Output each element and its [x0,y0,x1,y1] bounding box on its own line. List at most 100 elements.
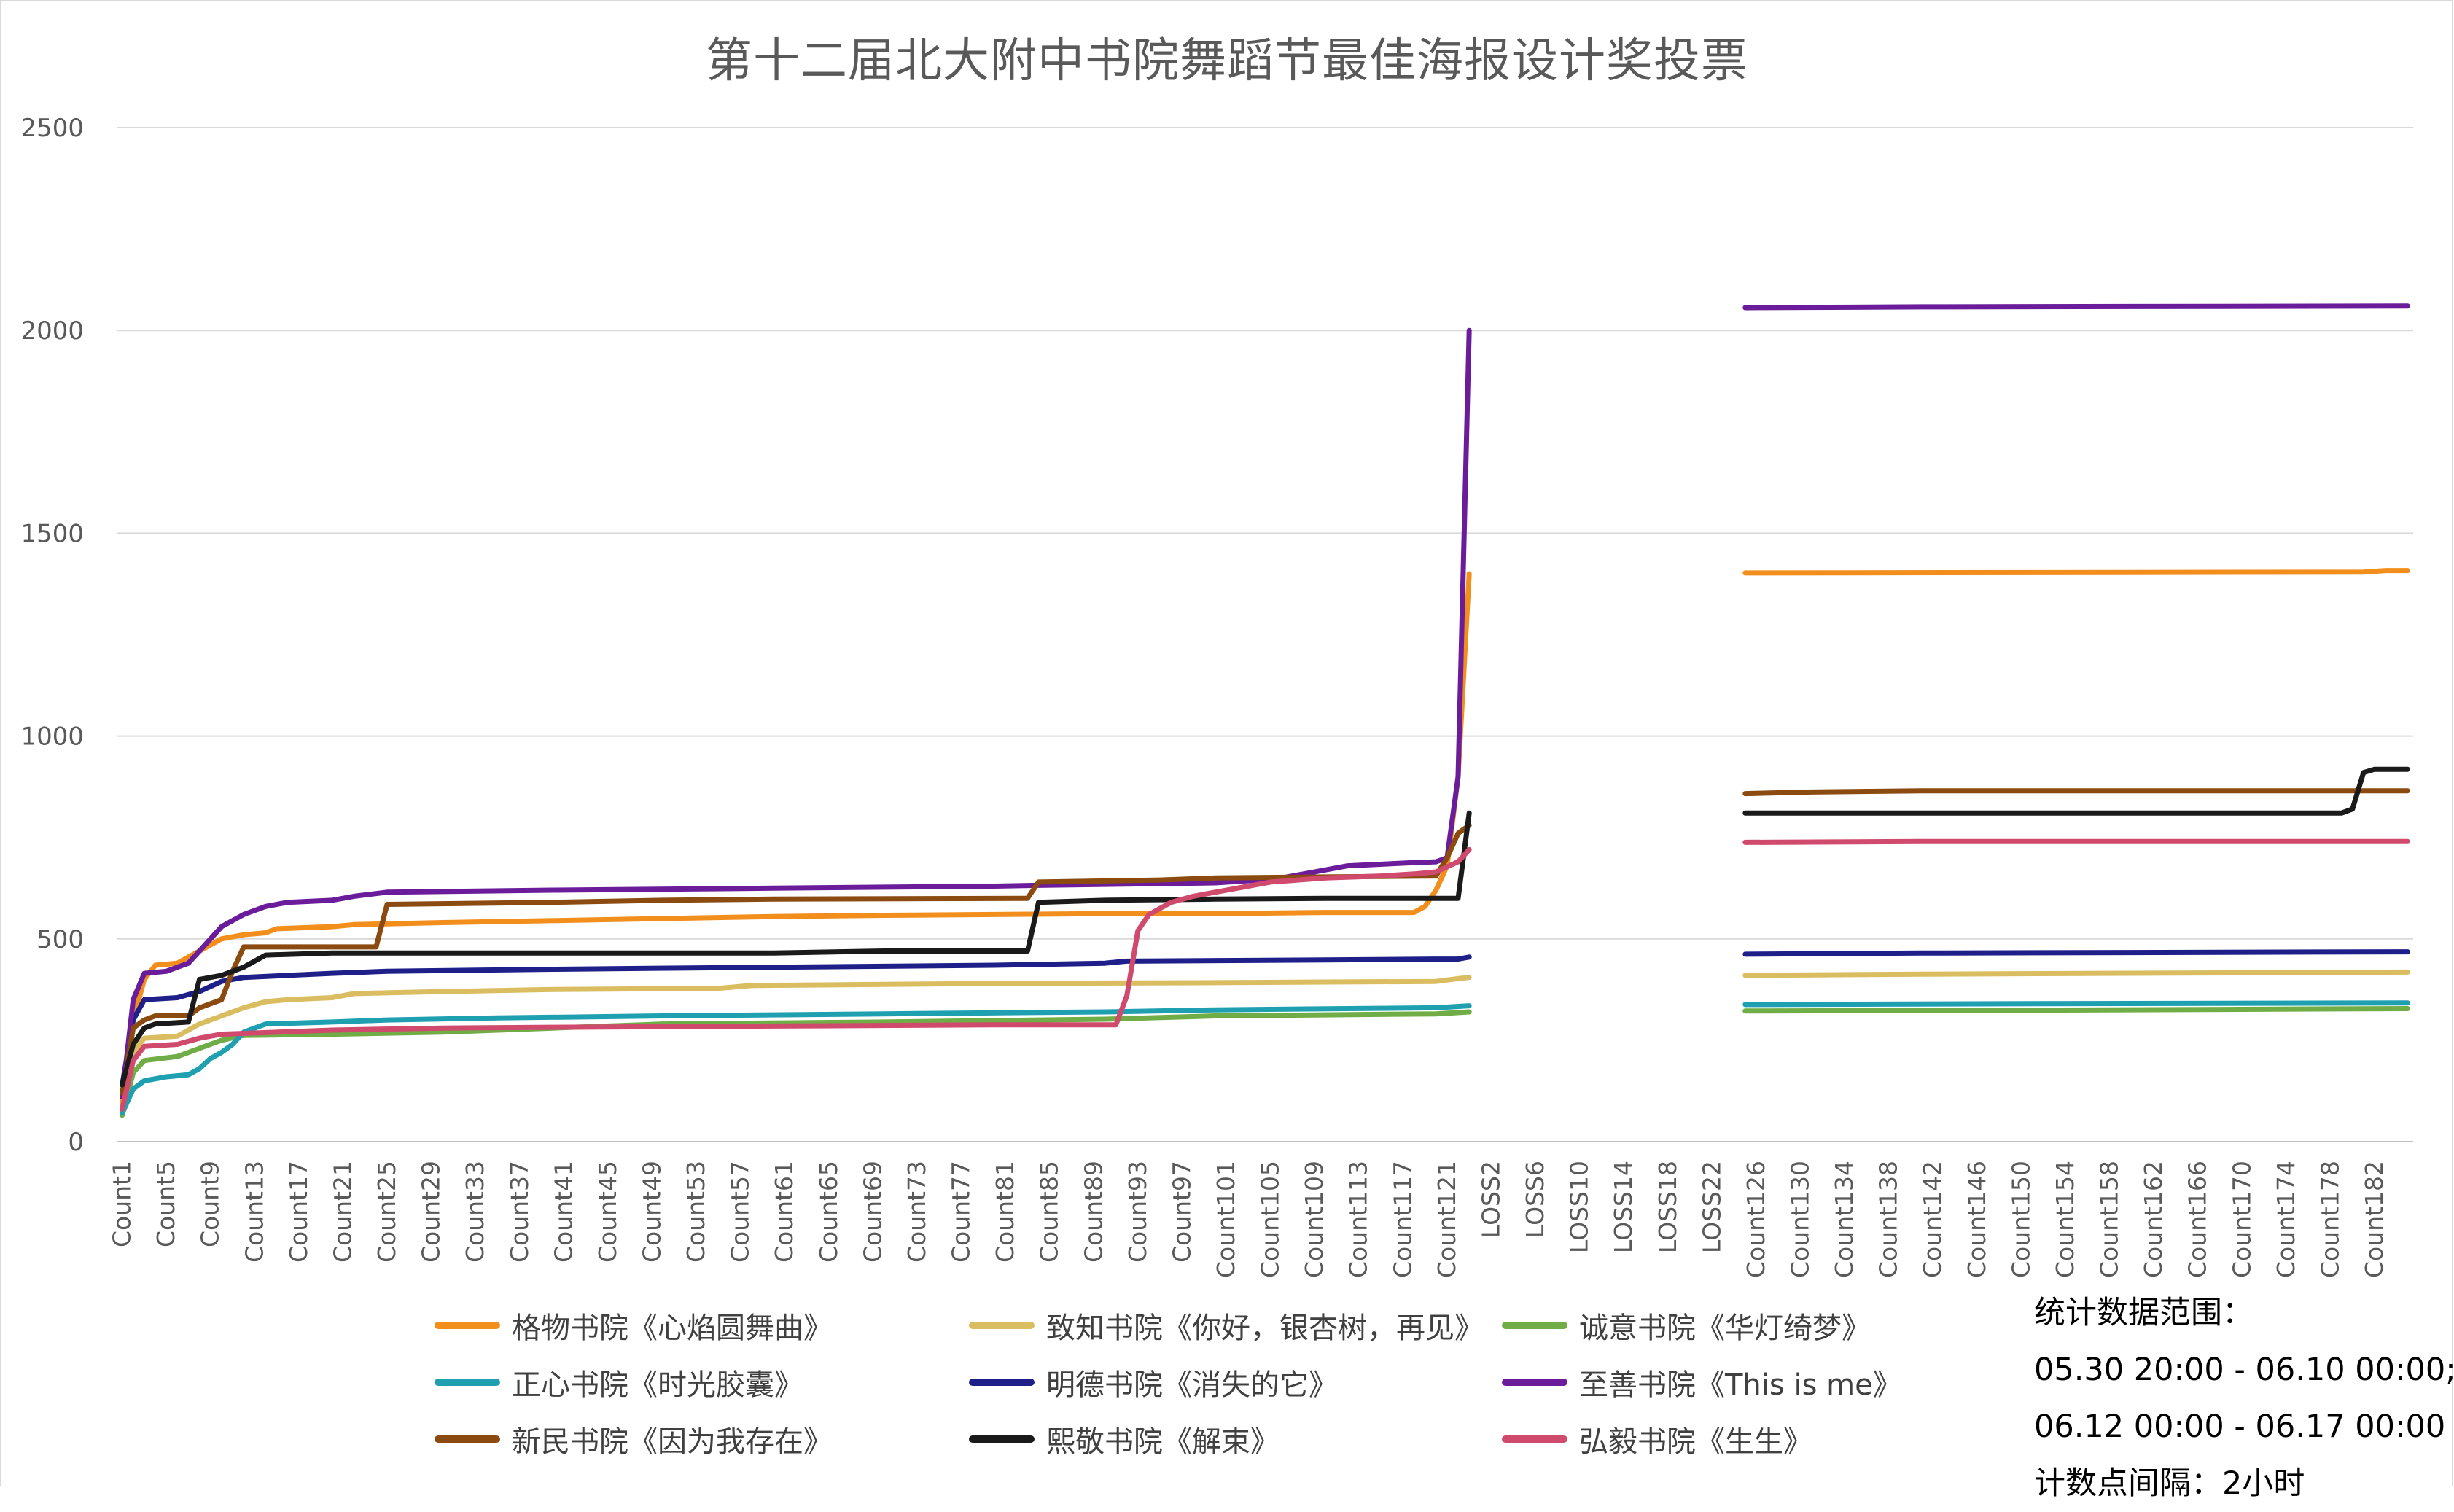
x-tick-label: Count138 [1874,1161,1903,1278]
series-lines [120,303,2410,1118]
series-line [120,975,1472,1112]
legend-item-chengyi: 诚意书院《华灯绮梦》 [1502,1303,1871,1347]
series-line [1742,303,2410,311]
x-tick-label: Count97 [1167,1161,1196,1263]
legend-swatch [969,1379,1035,1386]
series-line [1742,788,2410,797]
x-tick-label: Count166 [2184,1161,2212,1278]
legend-swatch [1502,1379,1567,1386]
x-tick-label: Count81 [991,1161,1019,1263]
note-line: 计数点间隔：2小时 [2034,1465,2305,1502]
x-tick-label: Count13 [240,1161,268,1263]
x-tick-label: Count49 [637,1161,666,1263]
legend-swatch [435,1379,500,1386]
x-tick-label: Count146 [1963,1161,1991,1278]
x-tick-label: Count154 [2051,1161,2079,1278]
series-line [120,327,1472,1100]
x-tick-label: Count113 [1344,1161,1373,1278]
x-tick-label: Count45 [593,1161,622,1263]
x-tick-label: Count33 [461,1161,489,1263]
x-tick-label: Count69 [858,1161,887,1263]
legend-label: 新民书院《因为我存在》 [512,1425,833,1459]
legend-label: 格物书院《心焰圆舞曲》 [512,1312,833,1345]
chart-title: 第十二届北大附中书院舞蹈节最佳海报设计奖投票 [706,34,1748,88]
x-tick-label: LOSS10 [1565,1161,1594,1253]
x-tick-label: Count162 [2139,1161,2167,1278]
x-tick-label: Count57 [726,1161,755,1263]
legend-swatch [969,1435,1035,1443]
series-line [120,846,1472,1112]
x-tick-label: Count21 [328,1161,357,1263]
legend-swatch [435,1322,500,1329]
legend-swatch [1502,1322,1567,1329]
legend: 格物书院《心焰圆舞曲》 致知书院《你好，银杏树，再见》 诚意书院《华灯绮梦》 正… [435,1303,2002,1478]
x-tick-label: Count117 [1388,1161,1417,1278]
x-tick-label: Count25 [373,1161,401,1263]
series-line [1742,838,2410,845]
y-tick-label: 2500 [20,114,84,143]
legend-item-xijing: 熙敬书院《解束》 [969,1417,1279,1461]
legend-item-xinmin: 新民书院《因为我存在》 [435,1417,833,1461]
legend-label: 至善书院《This is me》 [1579,1368,1902,1402]
series-line [1742,766,2410,816]
x-tick-label: LOSS6 [1521,1161,1549,1238]
x-tick-label: Count41 [549,1161,577,1263]
legend-item-zhishan: 至善书院《This is me》 [1502,1360,1902,1404]
x-tick-label: Count142 [1918,1161,1947,1278]
x-tick-label: Count61 [770,1161,798,1263]
x-tick-label: Count105 [1256,1161,1285,1278]
series-line [1742,1006,2410,1014]
note-line: 统计数据范围： [2034,1295,2254,1331]
note-line: 05.30 20:00 - 06.10 00:00; [2034,1352,2454,1388]
x-tick-label: Count126 [1742,1161,1770,1278]
legend-item-zhizhi: 致知书院《你好，银杏树，再见》 [969,1303,1484,1347]
legend-swatch [435,1435,500,1443]
y-axis-ticks: 0 500 1000 1500 2000 2500 [20,114,84,1157]
legend-item-zhengxin: 正心书院《时光胶囊》 [435,1360,803,1404]
x-tick-label: Count1 [108,1161,136,1247]
y-tick-label: 2000 [20,316,84,346]
x-tick-label: Count73 [903,1161,931,1263]
x-tick-label: Count178 [2315,1161,2344,1278]
x-tick-label: Count130 [1785,1161,1814,1278]
series-line [1742,969,2410,978]
series-line [120,1009,1472,1118]
legend-label: 致知书院《你好，银杏树，再见》 [1046,1312,1484,1345]
legend-label: 熙敬书院《解束》 [1046,1425,1279,1459]
y-tick-label: 0 [68,1128,84,1157]
x-tick-label: Count158 [2095,1161,2124,1278]
series-line [1742,1000,2410,1008]
x-tick-label: Count121 [1433,1161,1461,1278]
x-tick-label: LOSS18 [1653,1161,1682,1253]
x-tick-label: Count89 [1079,1161,1107,1263]
x-tick-label: Count37 [505,1161,534,1263]
x-tick-label: Count174 [2272,1161,2300,1278]
x-tick-label: Count65 [814,1161,843,1263]
series-line [120,1003,1472,1116]
x-tick-label: Count134 [1830,1161,1858,1278]
x-tick-label: Count85 [1035,1161,1064,1263]
x-tick-label: Count170 [2227,1161,2256,1278]
legend-item-hongyi: 弘毅书院《生生》 [1502,1417,1812,1461]
x-tick-label: Count93 [1123,1161,1152,1263]
x-tick-label: Count9 [196,1161,225,1247]
x-axis-ticks: Count1 Count5 Count9 Count13 Count17 Count21 C… [108,1161,2388,1278]
x-tick-label: Count182 [2360,1161,2388,1278]
y-tick-label: 1500 [20,519,84,548]
x-tick-label: Count17 [284,1161,313,1263]
x-tick-label: LOSS22 [1697,1161,1726,1253]
x-tick-label: Count150 [2006,1161,2035,1278]
legend-swatch [969,1322,1035,1329]
legend-label: 弘毅书院《生生》 [1579,1425,1812,1459]
x-tick-label: LOSS2 [1476,1161,1505,1238]
data-range-note: 统计数据范围： 05.30 20:00 - 06.10 00:00; 06.12… [2034,1285,2454,1512]
x-tick-label: Count77 [947,1161,975,1263]
x-tick-label: Count5 [152,1161,180,1247]
gridlines [117,127,2413,1142]
series-line [1742,568,2410,576]
y-tick-label: 1000 [20,722,84,752]
legend-label: 诚意书院《华灯绮梦》 [1579,1312,1871,1345]
y-tick-label: 500 [36,925,84,954]
x-tick-label: Count109 [1300,1161,1328,1278]
